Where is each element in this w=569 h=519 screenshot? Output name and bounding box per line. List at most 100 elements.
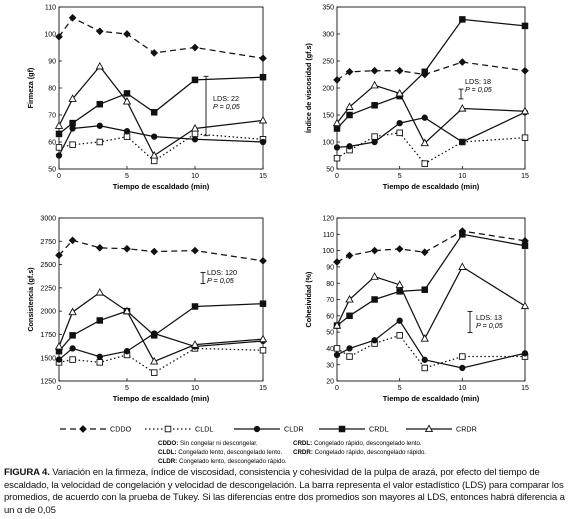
series-line-crdl <box>336 233 526 327</box>
point-cldl <box>346 353 353 360</box>
point-cldl <box>396 129 403 137</box>
point-crdl <box>346 312 353 320</box>
point-crdl <box>521 242 529 249</box>
point-cldl <box>69 141 76 148</box>
y-tick-label: 90 <box>48 59 56 66</box>
legend-item-crdl: CRDL <box>319 425 389 434</box>
point-crdr <box>332 118 342 127</box>
series-line-crdr <box>58 291 264 363</box>
y-tick-label: 2000 <box>40 309 56 316</box>
y-tick-label: 50 <box>48 167 56 174</box>
point-crdr <box>68 307 77 316</box>
x-tick-label: 10 <box>458 173 466 180</box>
x-tick-label: 0 <box>335 173 339 180</box>
lds-bar: LDS: 13P = 0,05 <box>467 310 504 334</box>
point-cddo <box>55 251 63 260</box>
x-axis-title: Tiempo de escaldado (min) <box>383 182 480 191</box>
point-cldl <box>333 154 341 162</box>
point-cddo <box>191 43 199 52</box>
series-line-cddo <box>58 17 264 59</box>
y-tick-label: 50 <box>326 330 334 337</box>
lds-label: LDS: 18 <box>465 77 491 86</box>
y-tick-label: 110 <box>323 232 334 239</box>
legend-marker <box>338 425 346 433</box>
series-line-cldl <box>58 133 264 162</box>
point-crdr <box>122 306 132 315</box>
point-crdr <box>395 280 404 288</box>
series-line-crdr <box>336 84 526 145</box>
y-tick-label: 50 <box>326 167 334 174</box>
point-crdl <box>521 22 529 30</box>
x-tick-label: 0 <box>57 385 61 392</box>
point-cldr <box>396 119 403 127</box>
point-cddo <box>345 251 354 260</box>
legend-item-crdr: CRDR <box>406 424 477 434</box>
chart-panel-2: 50 100 150 200 250 300 350 0 5 10 15 Tiempo de esca… <box>304 5 530 191</box>
point-crdr <box>520 106 530 115</box>
point-crdl <box>421 68 428 76</box>
y-tick-label: 1500 <box>40 355 56 362</box>
x-tick-label: 15 <box>521 385 529 392</box>
x-tick-label: 0 <box>335 385 339 392</box>
legend-item-cldr: CLDR <box>234 425 304 434</box>
legend-marker <box>79 425 87 433</box>
x-tick-label: 0 <box>57 173 61 180</box>
point-cldr <box>459 138 466 146</box>
legend-definition: CRDR: Congelado rápido, descongelado ráp… <box>293 449 426 456</box>
legend-label: CLDR <box>284 425 304 434</box>
point-cldl <box>259 347 267 354</box>
point-cldr <box>96 353 103 360</box>
y-tick-label: 150 <box>322 113 334 120</box>
x-tick-label: 15 <box>259 385 267 392</box>
point-crdr <box>258 115 268 124</box>
y-tick-label: 20 <box>326 379 334 386</box>
point-crdl <box>150 332 158 339</box>
legend-marker <box>424 424 434 433</box>
point-cddo <box>333 76 341 84</box>
y-tick-label: 80 <box>48 86 56 93</box>
x-tick-label: 10 <box>191 385 199 392</box>
y-tick-label: 120 <box>322 216 334 223</box>
y-tick-label: 100 <box>44 32 56 39</box>
point-cldr <box>333 351 341 359</box>
series-line-cldl <box>58 347 264 374</box>
series-cldl <box>55 130 267 165</box>
point-crdr <box>258 334 268 343</box>
y-tick-label: 60 <box>48 140 56 147</box>
point-cldl <box>55 144 63 151</box>
point-cddo <box>458 58 467 66</box>
series-crdr <box>332 262 530 342</box>
point-cldr <box>69 345 76 352</box>
y-tick-label: 70 <box>48 113 56 120</box>
legend: CDDO CLDL CLDR CRDL CRDR CDDO: Sin congelar n… <box>60 424 477 465</box>
point-crdl <box>259 300 267 307</box>
series-cldr <box>333 317 529 372</box>
point-cldl <box>96 359 104 366</box>
y-tick-label: 30 <box>326 362 334 369</box>
point-cddo <box>123 30 131 38</box>
point-cldr <box>421 114 428 121</box>
series-cddo <box>333 58 529 84</box>
point-crdr <box>458 103 467 112</box>
point-cldl <box>459 353 466 360</box>
point-cldr <box>123 348 131 355</box>
point-cddo <box>55 32 63 41</box>
point-cldr <box>521 350 529 357</box>
y-tick-label: 200 <box>322 86 334 93</box>
point-crdl <box>333 125 341 132</box>
point-cddo <box>395 66 404 75</box>
point-crdl <box>459 231 466 238</box>
point-cldl <box>150 369 158 376</box>
point-cldr <box>191 136 199 143</box>
series-cddo <box>55 236 267 265</box>
series-cddo <box>333 227 529 266</box>
point-cldr <box>459 364 466 372</box>
point-crdr <box>95 61 104 70</box>
lds-label: LDS: 22 <box>213 94 239 103</box>
legend-definition: CLDL: Congelado lento, descongelado lent… <box>158 449 282 456</box>
legend-item-cldl: CLDL <box>145 425 213 434</box>
series-line-crdl <box>336 18 526 129</box>
point-cddo <box>345 67 354 76</box>
